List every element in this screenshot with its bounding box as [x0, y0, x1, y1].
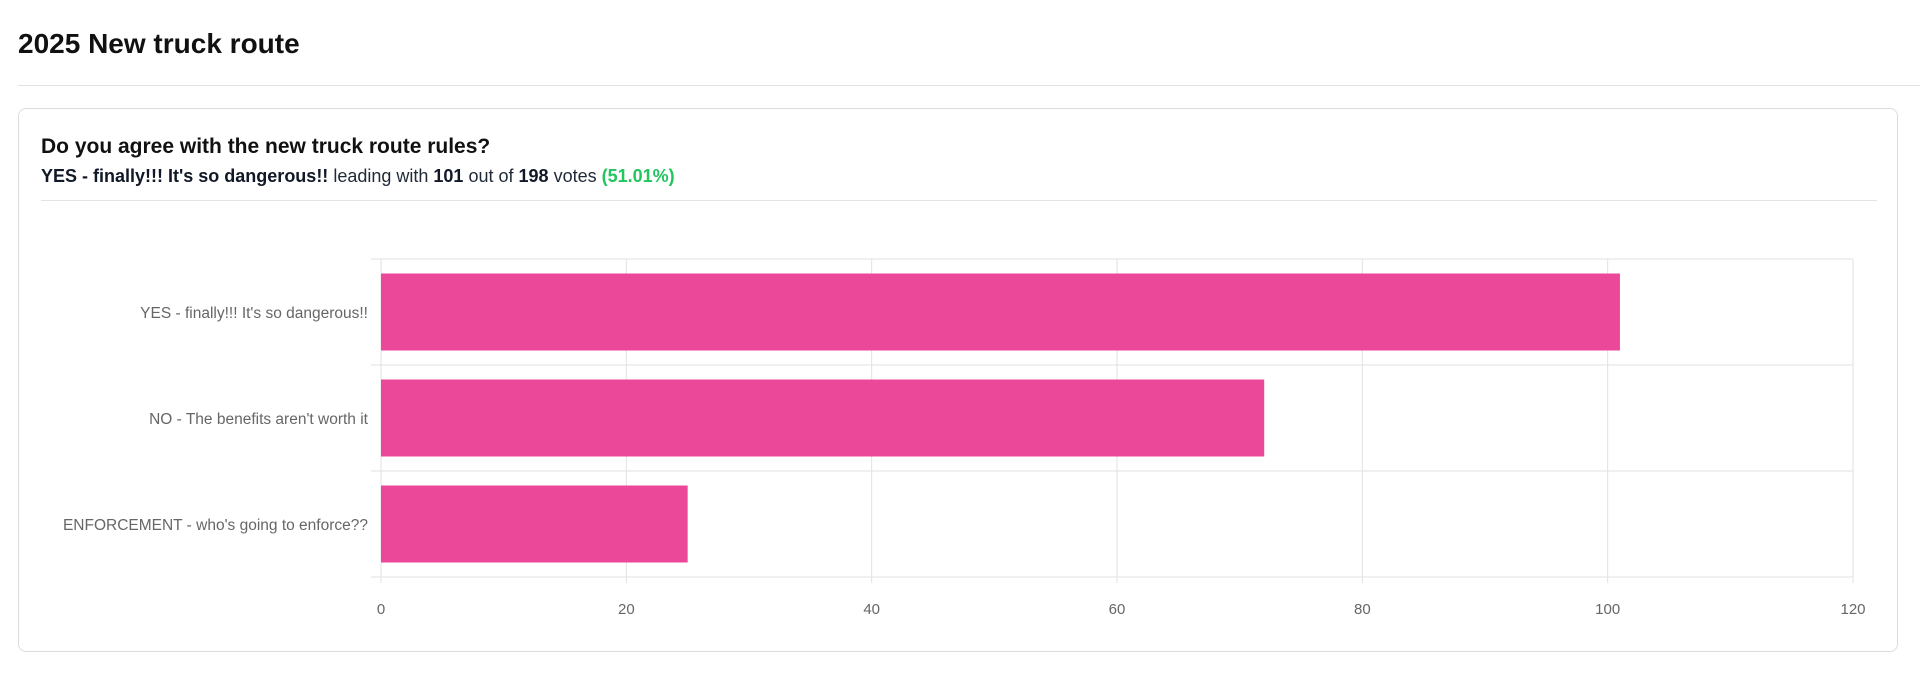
bar-1	[381, 379, 1265, 457]
page-title: 2025 New truck route	[18, 28, 300, 59]
x-tick-label-100: 100	[1595, 601, 1620, 618]
x-tick-label-0: 0	[377, 601, 385, 618]
category-label-1: NO - The benefits aren't worth it	[149, 411, 369, 428]
category-label-0: YES - finally!!! It's so dangerous!!	[140, 305, 368, 322]
title-divider	[18, 85, 1920, 86]
x-tick-label-20: 20	[618, 601, 635, 618]
poll-card: Do you agree with the new truck route ru…	[18, 108, 1898, 652]
total-votes: 198	[518, 166, 549, 186]
x-tick-label-80: 80	[1354, 601, 1371, 618]
x-tick-label-40: 40	[863, 601, 880, 618]
leader-option: YES - finally!!! It's so dangerous!!	[41, 166, 329, 186]
out-of-text: out of	[468, 166, 514, 186]
x-tick-label-60: 60	[1109, 601, 1126, 618]
x-tick-label-120: 120	[1840, 601, 1865, 618]
results-chart: 0 20 40 60 80 100 120 YES - finally!!! It's so …	[19, 109, 1899, 653]
bar-2	[381, 485, 688, 563]
leader-percent: (51.01%)	[601, 166, 675, 186]
bar-0	[381, 273, 1620, 351]
card-divider	[41, 200, 1877, 201]
results-bar-chart: 0 20 40 60 80 100 120 YES - finally!!! It's so …	[63, 258, 1866, 618]
category-label-2: ENFORCEMENT - who's going to enforce??	[63, 517, 368, 534]
poll-question: Do you agree with the new truck route ru…	[41, 135, 491, 158]
leading-with-text: leading with	[333, 166, 429, 186]
leader-votes: 101	[433, 166, 464, 186]
poll-summary: YES - finally!!! It's so dangerous!! lea…	[41, 164, 675, 188]
votes-text: votes	[553, 166, 597, 186]
